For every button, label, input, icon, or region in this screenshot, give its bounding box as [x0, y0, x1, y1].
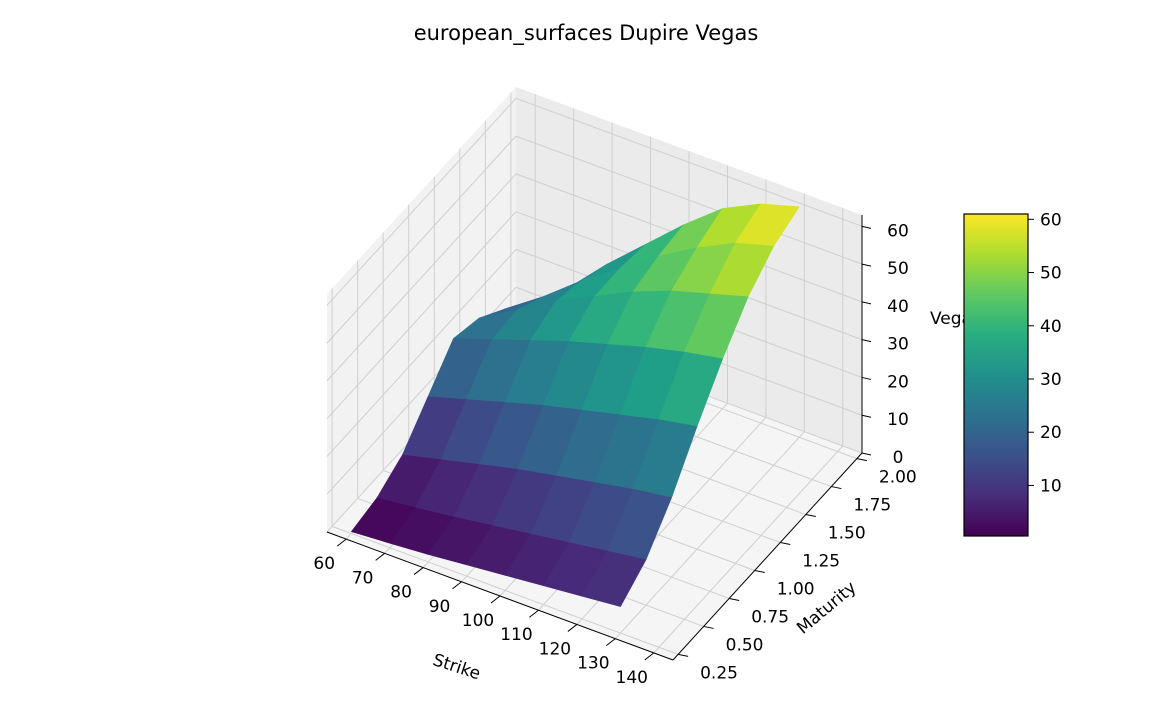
x-tick-label: 130 — [577, 654, 609, 674]
z-axis-ticks: 0 10 20 30 40 50 60 — [861, 221, 909, 468]
z-tick-mark — [861, 414, 872, 418]
x-tick-mark — [567, 624, 578, 632]
x-tick-mark — [644, 652, 655, 661]
grid-line-z-right — [515, 97, 863, 227]
y-axis-line — [672, 452, 863, 661]
grid-line-z-left — [326, 173, 517, 382]
grid-line-z-right — [515, 135, 863, 265]
z-tick-label: 50 — [887, 259, 909, 279]
z-tick-label: 30 — [887, 335, 909, 355]
grid-line-z-left — [326, 135, 517, 344]
colorbar: 10 20 30 40 50 60 — [963, 210, 1062, 537]
colorbar-tick-label: 40 — [1040, 317, 1062, 337]
y-tick-label: 1.25 — [802, 552, 840, 572]
y-tick-mark — [703, 625, 714, 629]
colorbar-tick-label: 30 — [1040, 370, 1062, 390]
z-tick-mark — [861, 339, 872, 343]
grid-line-y-floor — [331, 525, 679, 655]
colorbar-tick-label: 60 — [1040, 210, 1062, 230]
x-tick-mark — [529, 609, 539, 618]
y-tick-label: 0.25 — [700, 663, 738, 683]
colorbar-tick-label: 10 — [1040, 476, 1062, 496]
y-tick-mark — [856, 458, 867, 462]
x-tick-label: 110 — [500, 625, 532, 645]
y-tick-label: 0.50 — [726, 635, 764, 655]
z-axis-label: Vega — [930, 309, 972, 329]
y-tick-label: 0.75 — [751, 607, 789, 627]
colorbar-tick-label: 20 — [1040, 423, 1062, 443]
z-tick-label: 20 — [887, 372, 909, 392]
x-tick-mark — [490, 595, 501, 604]
y-tick-mark — [831, 486, 842, 490]
colorbar-tick-label: 50 — [1040, 264, 1062, 284]
surface-patch — [581, 550, 647, 607]
colorbar-ticks: 10 20 30 40 50 60 — [1028, 210, 1062, 496]
grid-line-x-floor — [653, 445, 844, 654]
y-tick-label: 1.50 — [828, 524, 866, 544]
x-tick-label: 80 — [390, 583, 412, 603]
x-tick-mark — [336, 538, 347, 547]
z-tick-mark — [861, 452, 872, 456]
surface-mesh — [351, 203, 800, 607]
z-tick-mark — [861, 301, 872, 305]
y-tick-mark — [754, 569, 765, 573]
y-tick-label: 1.75 — [853, 496, 891, 516]
z-tick-label: 60 — [887, 221, 909, 241]
y-tick-label: 1.00 — [777, 579, 815, 599]
x-tick-label: 100 — [462, 611, 494, 631]
x-tick-label: 120 — [539, 639, 571, 659]
x-tick-label: 60 — [313, 554, 335, 574]
z-tick-mark — [861, 225, 872, 229]
x-tick-label: 90 — [429, 597, 451, 617]
y-tick-label: 2.00 — [879, 468, 917, 488]
grid-line-z-left — [326, 97, 517, 306]
z-tick-mark — [861, 376, 872, 380]
y-tick-mark — [780, 542, 791, 546]
z-tick-mark — [861, 263, 872, 267]
x-axis-label: Strike — [430, 650, 483, 684]
y-tick-mark — [678, 653, 689, 657]
x-tick-label: 70 — [352, 568, 374, 588]
y-axis-ticks: 0.25 0.50 0.75 1.00 1.25 1.50 1.75 2.00 — [678, 458, 917, 683]
x-tick-mark — [375, 552, 385, 561]
x-tick-mark — [413, 567, 424, 575]
colorbar-gradient — [963, 213, 1029, 537]
chart-title: european_surfaces Dupire Vegas — [414, 21, 759, 46]
x-tick-label: 140 — [616, 668, 648, 688]
x-tick-mark — [606, 638, 616, 647]
y-tick-mark — [805, 514, 816, 518]
back-pane-left — [327, 87, 516, 532]
z-tick-label: 10 — [887, 410, 909, 430]
x-axis-ticks: 60 70 80 90 100 110 120 130 140 — [313, 538, 655, 688]
grid-line-x-floor — [614, 431, 805, 640]
z-tick-label: 0 — [893, 448, 904, 468]
x-tick-mark — [452, 581, 462, 590]
y-tick-mark — [729, 597, 740, 601]
grid-line-z-left — [326, 211, 517, 420]
z-tick-label: 40 — [887, 297, 909, 317]
grid-line-z-left — [326, 249, 517, 457]
